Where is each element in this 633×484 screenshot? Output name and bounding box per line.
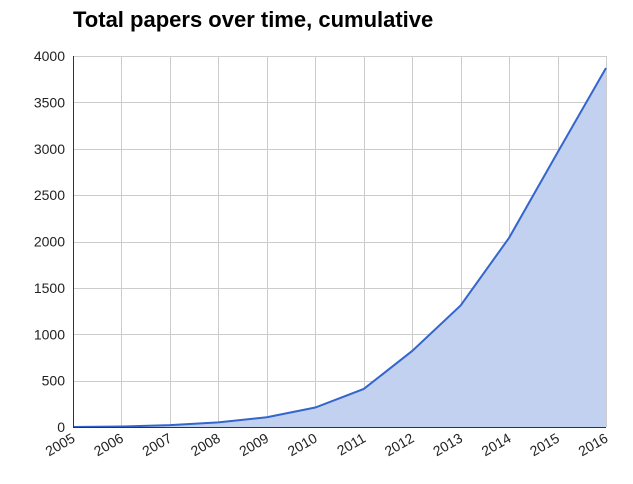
y-tick-label: 4000 — [34, 48, 65, 64]
y-tick-labels: 0 500 1000 1500 2000 2500 3000 3500 4000 — [34, 48, 65, 435]
series-line — [72, 67, 607, 428]
x-tick-labels: 2005 2006 2007 2008 2009 2010 2011 2012 2013 2014… — [43, 430, 611, 460]
axes — [73, 56, 606, 428]
x-tick-label: 2013 — [430, 430, 465, 460]
y-tick-label: 1500 — [34, 280, 65, 296]
x-tick-label: 2010 — [285, 430, 320, 460]
chart-title: Total papers over time, cumulative — [73, 7, 434, 32]
y-tick-label: 1000 — [34, 326, 65, 342]
area-fill — [73, 68, 606, 428]
x-tick-label: 2011 — [334, 430, 368, 459]
y-tick-label: 2500 — [34, 187, 65, 203]
x-tick-label: 2005 — [43, 430, 78, 460]
x-tick-label: 2014 — [479, 430, 514, 460]
x-tick-label: 2016 — [576, 430, 611, 460]
grid — [73, 56, 607, 427]
x-tick-label: 2015 — [527, 430, 562, 460]
y-tick-label: 2000 — [34, 234, 65, 250]
x-tick-label: 2006 — [91, 430, 126, 460]
x-tick-label: 2012 — [382, 430, 417, 460]
y-tick-label: 3500 — [34, 94, 65, 110]
area-series — [72, 67, 607, 428]
x-tick-label: 2009 — [236, 430, 271, 460]
y-tick-label: 0 — [57, 419, 65, 435]
x-tick-label: 2007 — [139, 430, 174, 460]
y-tick-label: 500 — [42, 373, 66, 389]
y-tick-label: 3000 — [34, 141, 65, 157]
x-tick-label: 2008 — [188, 430, 223, 460]
